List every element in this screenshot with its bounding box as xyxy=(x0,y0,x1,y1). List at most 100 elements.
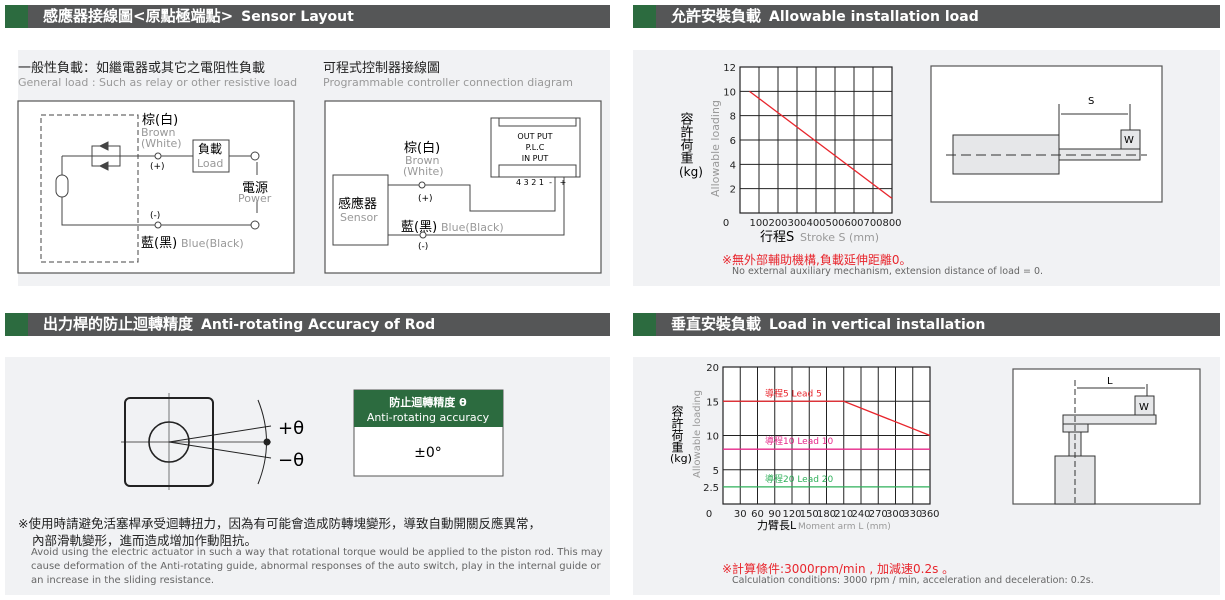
minus-label: (-) xyxy=(150,211,160,221)
series-label: 導程10 Lead 10 xyxy=(765,435,834,447)
section-header-vertical: 垂直安裝負載 Load in vertical installation xyxy=(633,313,1220,336)
wire-brown-en: Brown xyxy=(141,126,176,139)
y-tick-label: 5 xyxy=(713,466,719,477)
x-tick-label: 270 xyxy=(869,509,888,520)
y-axis-label-en: Allowable loading xyxy=(709,100,722,197)
sensor-label: 感應器 xyxy=(338,196,377,212)
y-axis-label-en: Allowable loading xyxy=(692,390,703,478)
plus-label: (+) xyxy=(150,162,165,172)
x-tick-label: 120 xyxy=(782,509,801,520)
weight-label: W xyxy=(1139,402,1149,413)
x-tick-label: 800 xyxy=(882,218,901,229)
load-label-en: Load xyxy=(197,157,223,170)
wire-blue-en: Blue(Black) xyxy=(441,221,504,234)
x-tick-label: 600 xyxy=(844,218,863,229)
x-tick-label: 150 xyxy=(800,509,819,520)
header-accent xyxy=(633,5,656,28)
general-load-diagram xyxy=(17,100,295,274)
y-axis-unit: (kg) xyxy=(679,165,703,179)
section-header-antirot: 出力桿的防止迴轉精度 Anti-rotating Accuracy of Rod xyxy=(5,313,610,336)
header-title-en: Anti-rotating Accuracy of Rod xyxy=(201,317,436,333)
antirot-note-en: Avoid using the electric actuator in suc… xyxy=(31,547,603,586)
section-header-sensor: 感應器接線圖<原點極端點> Sensor Layout xyxy=(5,5,610,28)
series-line xyxy=(749,90,893,199)
x-tick-label: 0 xyxy=(723,218,729,229)
vertical-note: ※計算條件:3000rpm/min , 加減速0.2s 。 xyxy=(722,562,955,576)
y-tick-label: 4 xyxy=(730,160,736,171)
stroke-dimension-label: S xyxy=(1088,96,1094,107)
y-tick-label: 12 xyxy=(723,63,736,74)
x-tick-label: 210 xyxy=(834,509,853,520)
x-tick-label: 100 xyxy=(749,218,768,229)
anti-rotation-diagram xyxy=(121,393,272,490)
plc-output-label: OUT PUT xyxy=(517,132,552,141)
x-tick-label: 700 xyxy=(863,218,882,229)
wire-brown-label: 棕(白) xyxy=(142,112,178,128)
header-title: 允許安裝負載 xyxy=(671,7,762,25)
x-tick-label: 400 xyxy=(806,218,825,229)
minus-theta-label: −θ xyxy=(278,450,304,471)
antirot-panel xyxy=(5,357,610,595)
plc-label: P.L.C xyxy=(526,143,545,152)
y-axis-label: 容許荷重 xyxy=(678,111,694,164)
section-header-allowable: 允許安裝負載 Allowable installation load xyxy=(633,5,1220,28)
x-tick-label: 30 xyxy=(734,509,747,520)
antirot-note: ※使用時請避免活塞桿承受迴轉扭力，因為有可能會造成防轉塊變形，導致自動開關反應異… xyxy=(18,516,541,531)
plc-terminals: 4 3 2 1 - + xyxy=(516,178,566,187)
x-tick-label: 330 xyxy=(903,509,922,520)
antirot-note-2: 內部滑軌變形，進而造成增加作動阻抗。 xyxy=(32,533,258,548)
x-tick-label: 240 xyxy=(851,509,870,520)
accuracy-table: 防止迴轉精度 θ Anti-rotating accuracy ±0° xyxy=(353,389,504,477)
x-tick-label: 0 xyxy=(706,509,712,520)
general-load-title: 一般性負載：如繼電器或其它之電阻性負載 xyxy=(18,60,265,76)
header-title: 垂直安裝負載 xyxy=(671,315,762,333)
minus-label: (-) xyxy=(418,242,428,252)
series-label: 導程20 Lead 20 xyxy=(765,473,834,485)
table-value: ±0° xyxy=(414,445,442,461)
table-header-en: Anti-rotating accuracy xyxy=(367,411,490,424)
x-axis-label: 力臂長L xyxy=(757,519,797,532)
wire-brown-label: 棕(白) xyxy=(404,140,440,156)
x-tick-label: 500 xyxy=(825,218,844,229)
y-axis-unit: (kg) xyxy=(670,452,692,465)
wire-blue-label: 藍(黑) xyxy=(401,220,437,235)
y-tick-label: 10 xyxy=(706,432,719,443)
wire-brown-en: Brown xyxy=(405,154,440,167)
header-title: 感應器接線圖<原點極端點> xyxy=(43,7,234,25)
y-axis-label: 容許荷重 xyxy=(670,404,684,453)
y-tick-label: 20 xyxy=(706,363,719,374)
header-title-en: Load in vertical installation xyxy=(769,317,986,333)
y-tick-label: 6 xyxy=(730,136,736,147)
plc-input-label: IN PUT xyxy=(522,154,549,163)
x-tick-label: 90 xyxy=(768,509,781,520)
header-title-en: Sensor Layout xyxy=(241,9,354,25)
x-tick-label: 180 xyxy=(817,509,836,520)
power-label: 電源 xyxy=(242,181,268,196)
allowable-load-chart: 0 100 200 300 400 500 600 700 800 2 4 6 8 10 12 xyxy=(723,63,902,229)
plus-theta-label: +θ xyxy=(278,418,304,439)
plc-diagram xyxy=(324,100,602,274)
header-accent xyxy=(633,313,656,336)
table-header: 防止迴轉精度 θ xyxy=(389,395,467,409)
weight-label: W xyxy=(1124,135,1134,146)
wire-blue-en: Blue(Black) xyxy=(181,237,244,250)
x-axis-label: 行程S xyxy=(760,230,794,245)
x-tick-label: 200 xyxy=(768,218,787,229)
wire-blue-label: 藍(黑) xyxy=(141,236,177,251)
x-tick-label: 60 xyxy=(751,509,764,520)
sensor-label-en: Sensor xyxy=(340,211,378,224)
series-label: 導程5 Lead 5 xyxy=(765,387,822,399)
x-axis-label-en: Stroke S (mm) xyxy=(800,231,879,244)
stroke-diagram xyxy=(930,65,1163,203)
x-tick-label: 360 xyxy=(920,509,939,520)
y-tick-label: 15 xyxy=(706,397,719,408)
y-tick-label: 2.5 xyxy=(703,483,719,494)
x-tick-label: 300 xyxy=(787,218,806,229)
power-label-en: Power xyxy=(238,192,272,205)
allowable-note-en: No external auxiliary mechanism, extensi… xyxy=(732,266,1044,277)
series-line xyxy=(723,400,931,437)
allowable-note: ※無外部輔助機構,負載延伸距離0。 xyxy=(722,253,912,267)
x-axis-label-en: Moment arm L (mm) xyxy=(798,522,891,532)
